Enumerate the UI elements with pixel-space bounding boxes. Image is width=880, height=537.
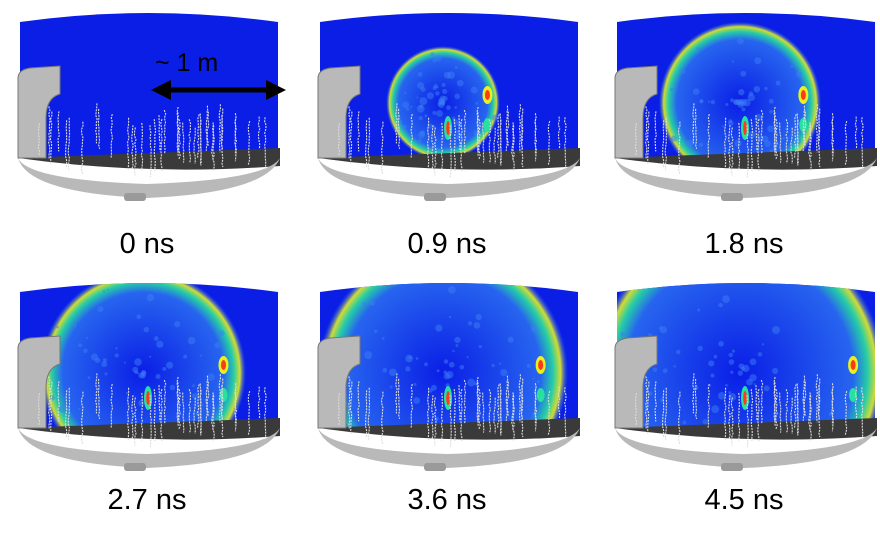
frame-time-label: 3.6 ns xyxy=(407,484,487,516)
scale-arrow xyxy=(151,80,286,100)
detector-view xyxy=(17,13,286,201)
detector-rim xyxy=(18,428,280,468)
detector-rim xyxy=(318,158,580,198)
simulation-frame xyxy=(8,278,286,483)
detector-side-structure xyxy=(17,65,61,159)
frame-time-label: 4.5 ns xyxy=(704,484,784,516)
detector-rim xyxy=(18,158,280,198)
pmt-strings xyxy=(634,103,864,178)
detector-view xyxy=(614,13,877,201)
detector-side-structure xyxy=(17,335,61,429)
pmt-strings xyxy=(37,103,267,178)
simulation-frame xyxy=(605,8,880,213)
detector-view xyxy=(317,283,580,471)
frame-time-label: 0 ns xyxy=(119,228,175,260)
detector-side-structure xyxy=(317,65,361,159)
pmt-strings xyxy=(634,373,864,448)
frame-time-label: 0.9 ns xyxy=(407,228,487,260)
scale-label: ~ 1 m xyxy=(155,49,219,77)
detector-view xyxy=(317,13,580,201)
pmt-strings xyxy=(337,373,567,448)
simulation-frame xyxy=(605,278,880,483)
detector-view xyxy=(614,283,877,471)
detector-side-structure xyxy=(614,65,658,159)
detector-rim xyxy=(615,158,877,198)
detector-view xyxy=(17,283,280,471)
simulation-frame xyxy=(308,8,586,213)
detector-side-structure xyxy=(317,335,361,429)
pmt-strings xyxy=(37,373,267,448)
simulation-frame xyxy=(308,278,586,483)
detector-side-structure xyxy=(614,335,658,429)
light-wavefront xyxy=(320,283,569,428)
detector-wall xyxy=(20,13,278,158)
pmt-strings xyxy=(337,103,567,178)
frame-time-label: 2.7 ns xyxy=(107,484,187,516)
detector-rim xyxy=(318,428,580,468)
frame-time-label: 1.8 ns xyxy=(704,228,784,260)
simulation-frame xyxy=(8,8,286,213)
detector-rim xyxy=(615,428,877,468)
